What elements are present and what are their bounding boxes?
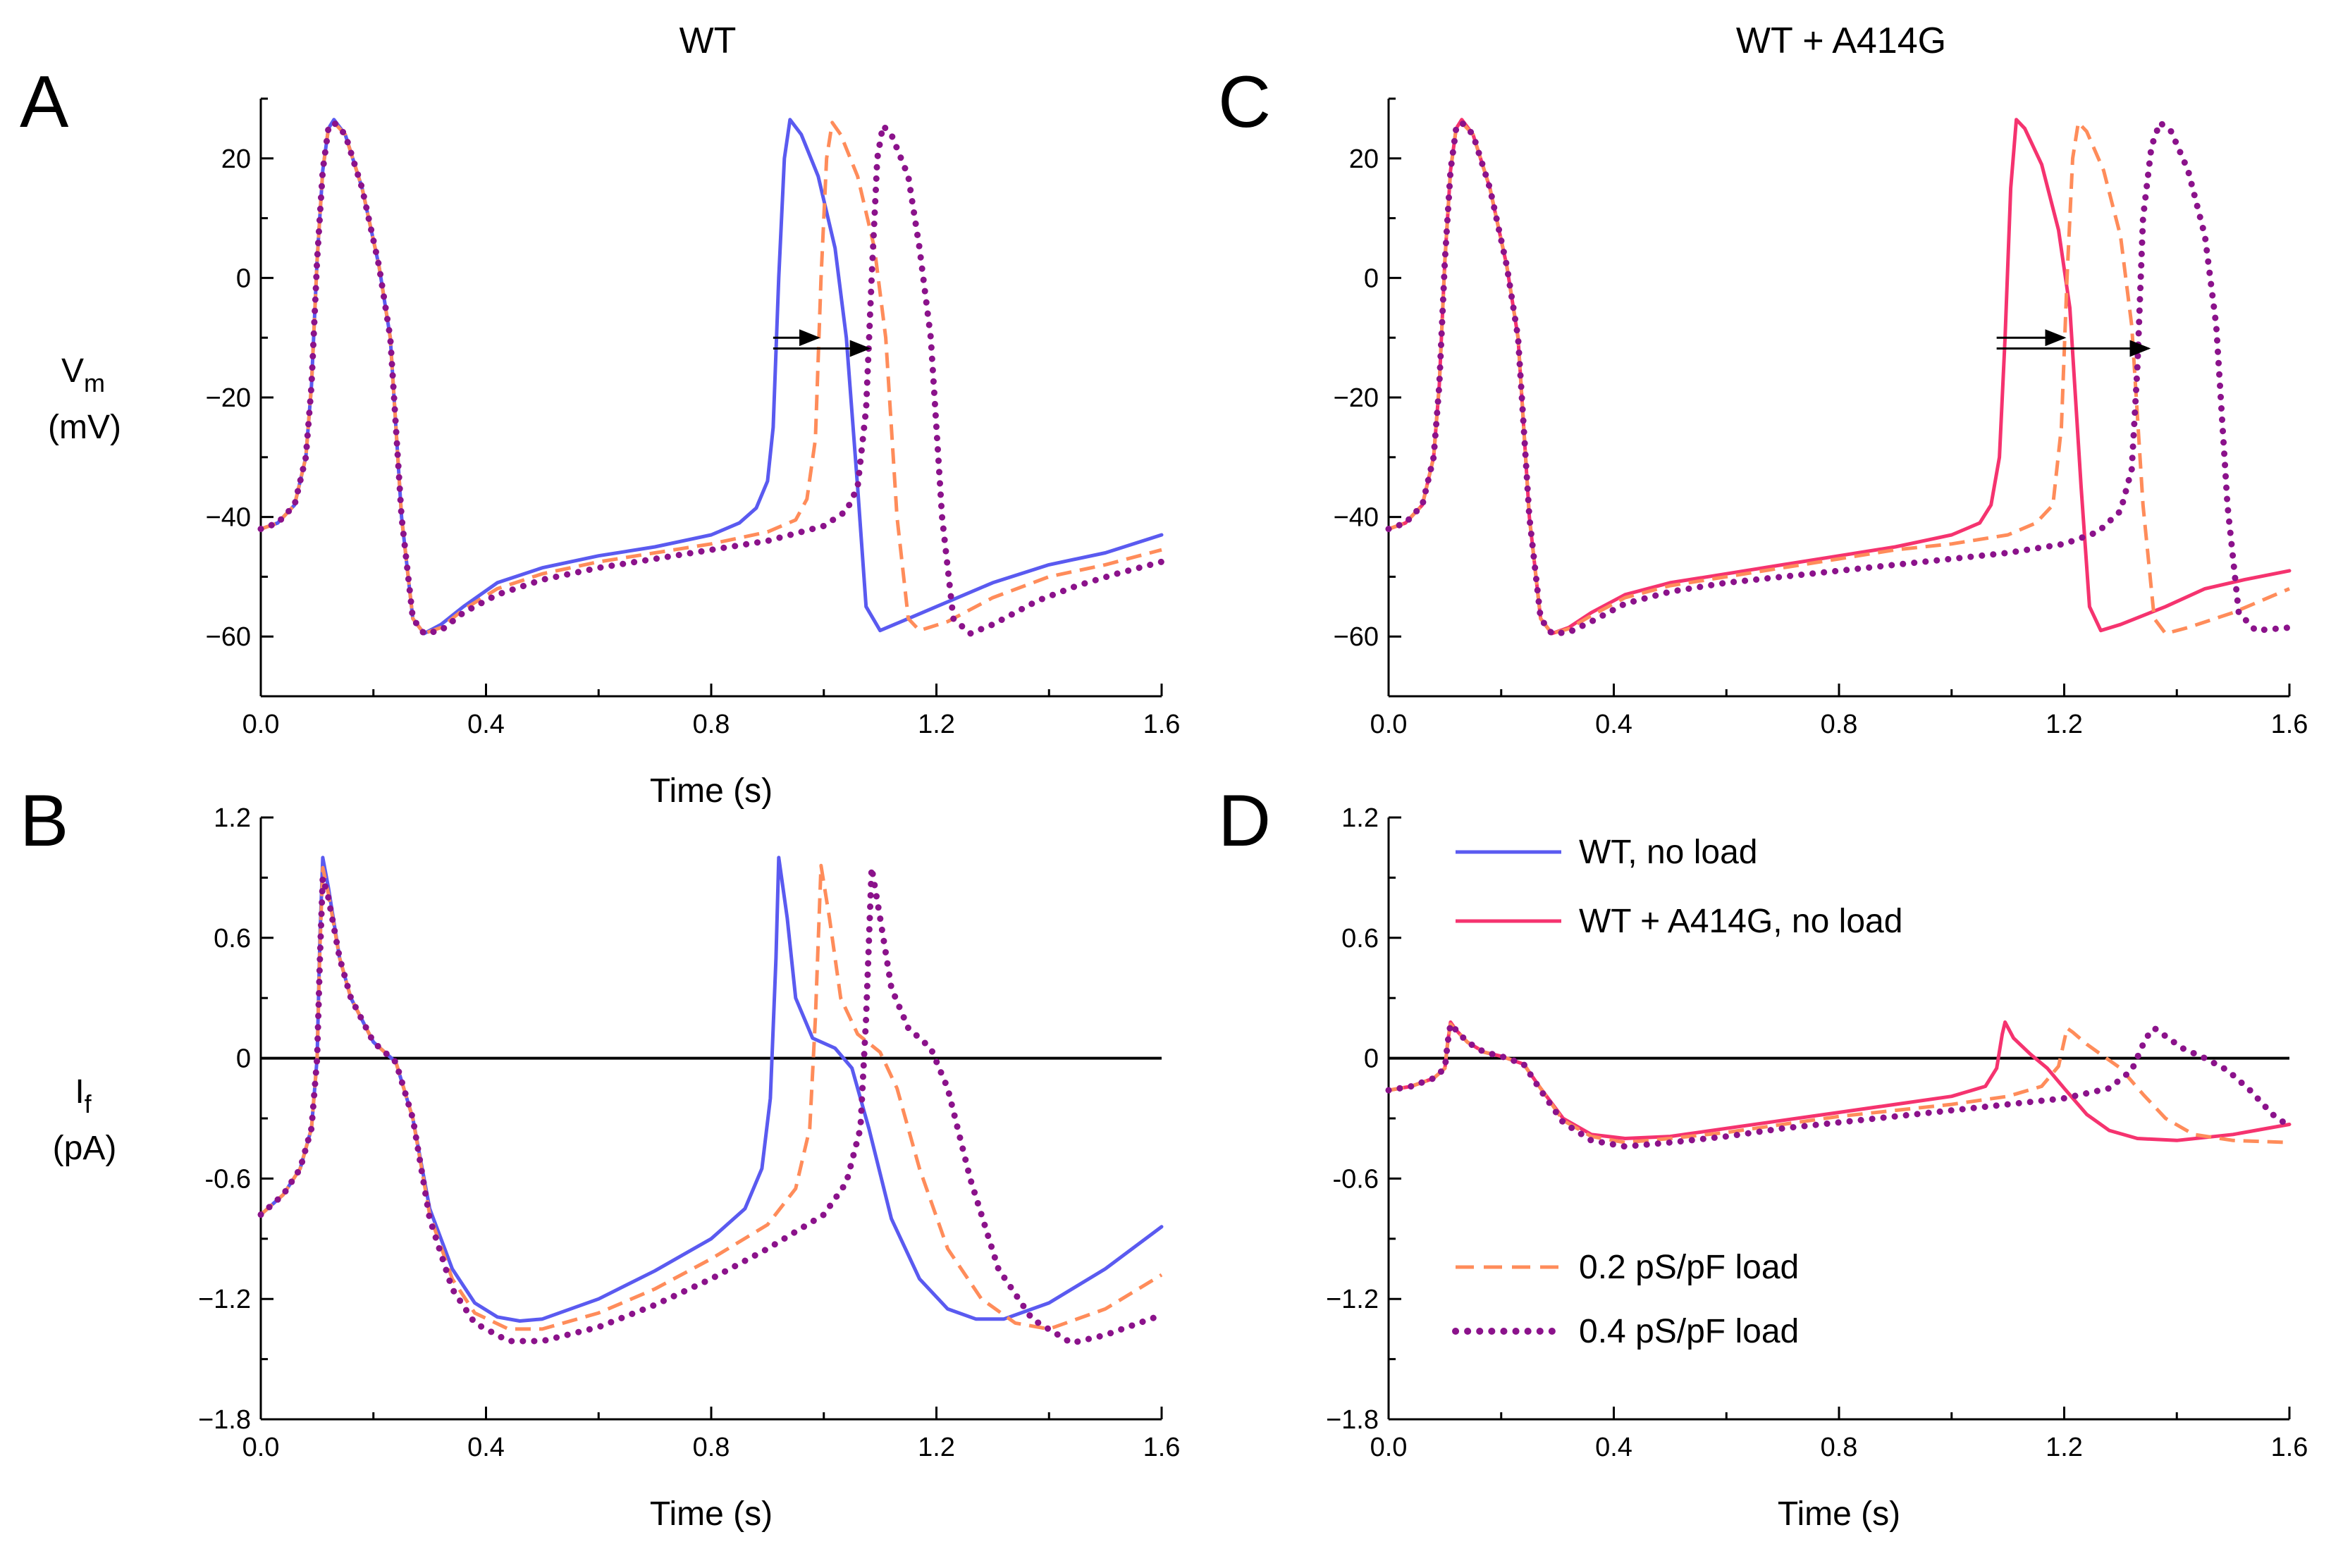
panel-a-y-tick-label: −60 <box>206 622 251 652</box>
panel-d-x-tick-label: 1.2 <box>2046 1433 2083 1462</box>
panel-d-series-load04 <box>1385 1020 2293 1150</box>
panel-c-series-load04 <box>1385 119 2293 637</box>
panel-b-x-axis-title: Time (s) <box>650 1495 773 1533</box>
panel-b-series-wt <box>259 856 1164 1323</box>
panel-c-y-tick-label: 20 <box>1349 144 1379 174</box>
column-title-a414g: WT + A414G <box>1736 20 1946 61</box>
panel-letter-d: D <box>1218 780 1271 862</box>
panel-letter-c: C <box>1218 61 1271 143</box>
panel-b-y-tick-label: 0 <box>236 1044 251 1074</box>
panel-d-y-tick-label: −1.8 <box>1326 1405 1379 1435</box>
panel-a-x-tick-label: 0.8 <box>693 710 730 739</box>
panel-a-series-load02 <box>260 121 1162 636</box>
column-title-wt: WT <box>679 20 737 61</box>
panel-b-series-load02 <box>259 863 1163 1331</box>
legend-label-load-04: 0.4 pS/pF load <box>1579 1313 1799 1350</box>
panel-b-y-tick-label: 1.2 <box>214 803 251 833</box>
panel-b-y-axis-unit: (pA) <box>53 1130 117 1167</box>
panel-a-x-tick-label: 1.2 <box>918 710 955 739</box>
panel-a-y-tick-label: −40 <box>206 503 251 533</box>
panel-b-y-tick-label: −1.8 <box>198 1405 251 1435</box>
panel-a-y-axis-title: Vm <box>61 352 105 397</box>
panel-b-x-tick-label: 1.6 <box>1143 1433 1181 1462</box>
panel-b-x-tick-label: 0.0 <box>242 1433 280 1462</box>
panel-letter-b: B <box>20 780 68 862</box>
panel-d-x-tick-label: 0.4 <box>1595 1433 1632 1462</box>
panel-a-voltage-wt: 0.0 0.4 0.8 1.2 1.6 20 0 −20 −40 −60 Time (s) Vm (mV… <box>48 97 1181 810</box>
panel-d-y-tick-label: 1.2 <box>1341 803 1379 833</box>
panel-d-y-tick-label: 0.6 <box>1341 924 1379 953</box>
panel-a-y-tick-label: 20 <box>221 144 251 174</box>
panel-b-x-tick-label: 0.4 <box>467 1433 505 1462</box>
panel-c-x-tick-label: 0.8 <box>1821 710 1858 739</box>
panel-d-y-tick-label: 0 <box>1364 1044 1379 1074</box>
panel-c-series-load02 <box>1388 121 2290 636</box>
panel-a-y-axis-unit: (mV) <box>48 409 121 446</box>
panel-d-x-tick-label: 0.0 <box>1370 1433 1408 1462</box>
legend-label-wt: WT, no load <box>1579 834 1757 871</box>
panel-a-y-tick-label: −20 <box>206 383 251 413</box>
panel-b-current-wt: 0.0 0.4 0.8 1.2 1.6 1.2 0.6 0 -0.6 −1.2 −1.8 Time (… <box>53 803 1181 1533</box>
panel-c-x-tick-label: 0.0 <box>1370 710 1408 739</box>
panel-a-x-tick-label: 0.4 <box>467 710 505 739</box>
panel-c-y-tick-label: −20 <box>1334 383 1379 413</box>
legend-label-a414g: WT + A414G, no load <box>1579 903 1902 940</box>
panel-a-x-tick-label: 0.0 <box>242 710 280 739</box>
legend-label-load-02: 0.2 pS/pF load <box>1579 1249 1799 1286</box>
panel-c-y-tick-label: −60 <box>1334 622 1379 652</box>
panel-b-y-tick-label: 0.6 <box>214 924 251 953</box>
panel-c-x-tick-label: 1.6 <box>2271 710 2308 739</box>
panel-b-y-tick-label: −1.2 <box>198 1285 251 1314</box>
panel-a-series-wt <box>259 118 1164 636</box>
panel-c-series-a414g <box>1386 118 2292 636</box>
panel-b-y-tick-label: -0.6 <box>205 1164 251 1194</box>
panel-c-x-tick-label: 1.2 <box>2046 710 2083 739</box>
panel-letter-a: A <box>20 61 69 143</box>
panel-d-current-a414g: 0.0 0.4 0.8 1.2 1.6 1.2 0.6 0 -0.6 −1.2 −1.8 Time (… <box>1326 803 2308 1533</box>
panel-b-y-axis-title: If <box>75 1073 92 1118</box>
panel-a-y-tick-label: 0 <box>236 264 251 293</box>
panel-a-x-tick-label: 1.6 <box>1143 710 1181 739</box>
panel-d-x-tick-label: 1.6 <box>2271 1433 2308 1462</box>
panel-a-series-load04 <box>257 119 1165 637</box>
panel-d-x-tick-label: 0.8 <box>1821 1433 1858 1462</box>
panel-c-y-tick-label: −40 <box>1334 503 1379 533</box>
panel-c-y-tick-label: 0 <box>1364 264 1379 293</box>
panel-d-x-axis-title: Time (s) <box>1778 1495 1900 1533</box>
panel-c-x-tick-label: 0.4 <box>1595 710 1632 739</box>
panel-b-x-tick-label: 1.2 <box>918 1433 955 1462</box>
panel-a-x-axis-title: Time (s) <box>650 772 773 810</box>
panel-c-voltage-a414g: 0.0 0.4 0.8 1.2 1.6 20 0 −20 −40 −60 <box>1334 97 2308 739</box>
panel-b-series-load04 <box>257 864 1165 1347</box>
panel-d-y-tick-label: -0.6 <box>1333 1164 1379 1194</box>
legend: WT, no load WT + A414G, no load 0.2 pS/p… <box>1452 834 1902 1350</box>
panel-d-y-tick-label: −1.2 <box>1326 1285 1379 1314</box>
panel-b-x-tick-label: 0.8 <box>693 1433 730 1462</box>
